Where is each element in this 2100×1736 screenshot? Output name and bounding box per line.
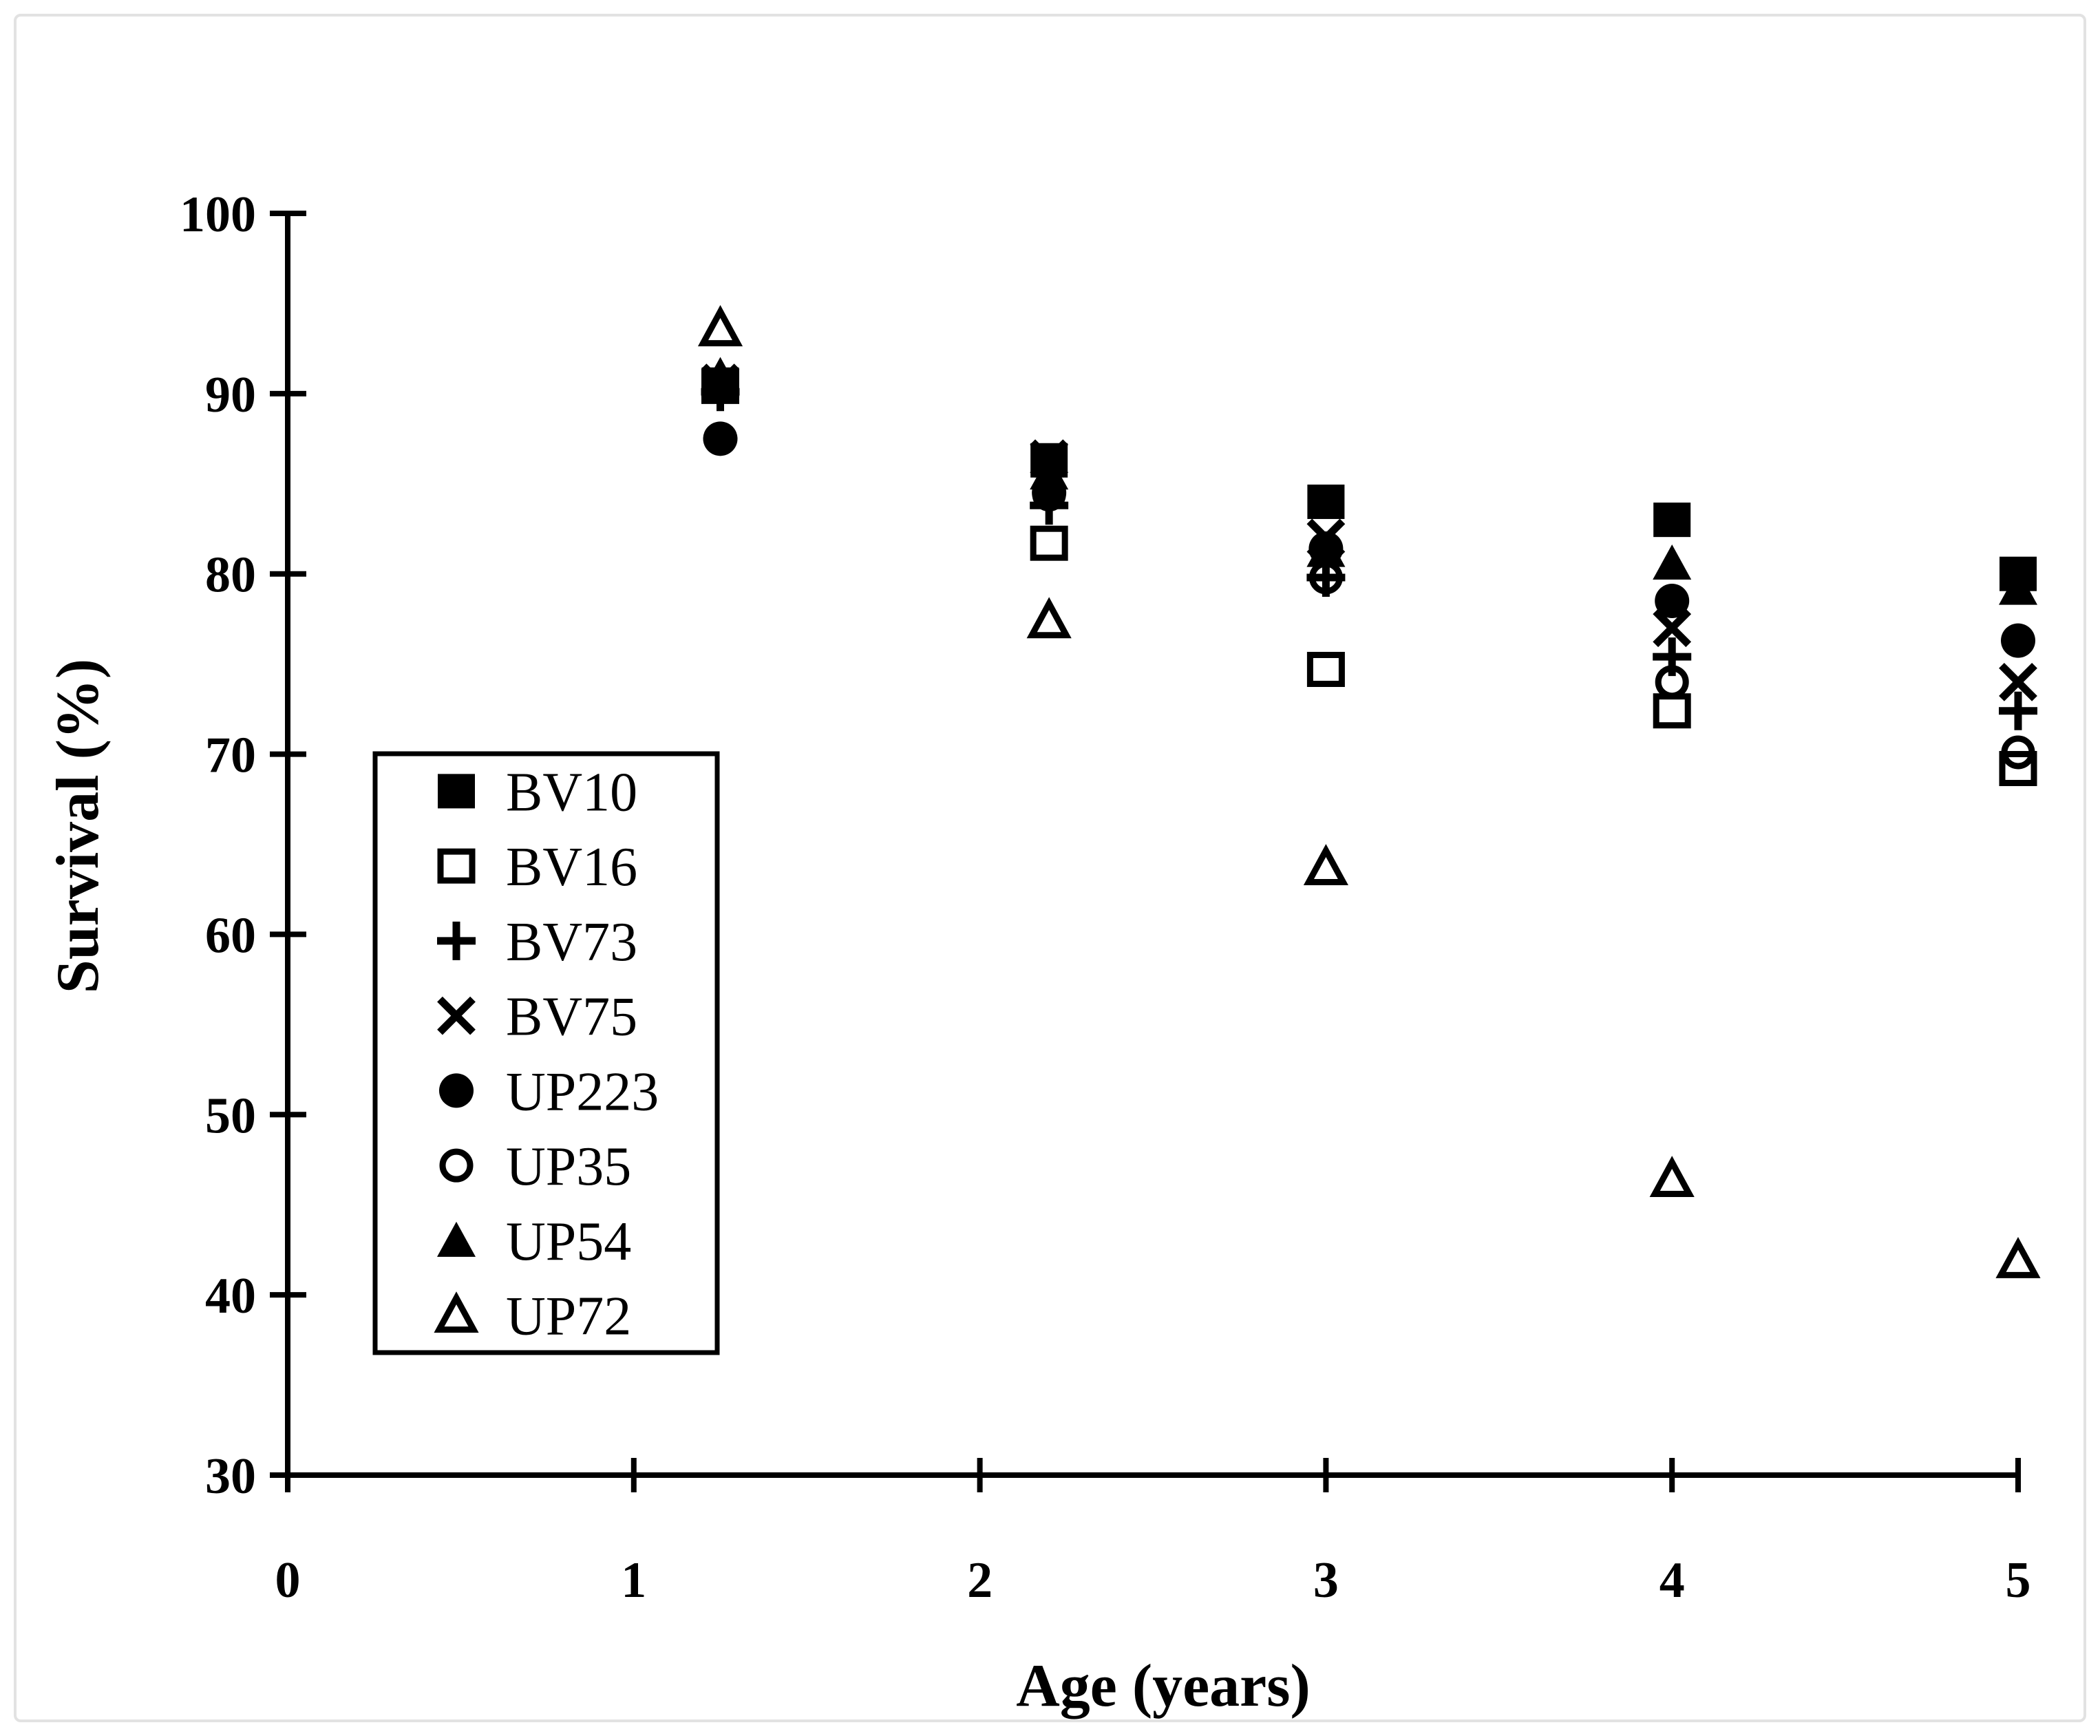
marker-up54 (1999, 569, 2037, 605)
marker-up223 (2001, 623, 2035, 658)
marker-layer (697, 305, 2041, 1278)
legend-label-bv10: BV10 (506, 762, 637, 823)
legend-label-up72: UP72 (506, 1287, 631, 1347)
legend-item: BV75 (437, 987, 637, 1048)
legend-marker-bv73 (437, 921, 476, 960)
legend-item: UP35 (439, 1136, 631, 1197)
legend-marker-up35 (439, 1148, 474, 1183)
marker-bv16 (1306, 651, 1345, 687)
legend-label-up223: UP223 (506, 1061, 659, 1122)
legend-marker-up54 (437, 1221, 476, 1257)
marker-bv16 (1999, 751, 2037, 787)
marker-bv75 (1653, 608, 1692, 648)
marker-up72 (1026, 597, 1072, 639)
x-axis-title: Age (years) (1016, 1653, 1311, 1719)
marker-up72 (1995, 1236, 2041, 1278)
y-tick-label: 90 (205, 367, 256, 423)
y-tick-label: 80 (205, 547, 256, 604)
legend-layer: BV10 BV16 BV73 BV75 UP223 UP35 UP54 UP72 (372, 751, 720, 1355)
legend-marker-bv75 (437, 996, 476, 1035)
marker-up54 (701, 357, 740, 392)
x-tick-label: 5 (2006, 1552, 2031, 1609)
marker-bv73 (1999, 691, 2037, 730)
legend-label-bv73: BV73 (506, 912, 637, 973)
y-tick-label: 50 (205, 1088, 256, 1144)
legend-item: BV73 (437, 912, 637, 973)
legend-item: UP223 (439, 1061, 659, 1122)
marker-up54 (1653, 544, 1692, 580)
x-tick-label: 1 (621, 1552, 646, 1609)
y-tick-label: 70 (205, 728, 256, 784)
legend-item: BV16 (437, 837, 637, 898)
x-tick-label: 4 (1659, 1552, 1685, 1609)
legend-label-up35: UP35 (506, 1136, 631, 1197)
legend-marker-up72 (434, 1291, 479, 1333)
marker-up72 (1649, 1156, 1695, 1198)
legend-item: BV10 (438, 762, 637, 823)
legend-marker-bv10 (438, 774, 475, 809)
y-tick-label: 30 (205, 1448, 256, 1505)
marker-up223 (1655, 583, 1690, 618)
marker-bv16 (1030, 525, 1068, 561)
legend-box (372, 751, 720, 1355)
x-tick-label: 0 (275, 1552, 301, 1609)
marker-bv16 (1653, 693, 1691, 729)
marker-up72 (1303, 844, 1348, 886)
marker-up35 (1655, 665, 1689, 699)
marker-bv75 (1999, 662, 2037, 701)
legend-item: UP72 (434, 1287, 631, 1347)
axes-layer: 30 40 50 60 70 80 90 100 0 1 2 3 4 5 (180, 187, 2031, 1609)
marker-up54 (1030, 454, 1069, 490)
marker-up54 (1306, 531, 1346, 567)
y-axis-title: Survival (%) (45, 659, 112, 993)
marker-up223 (703, 421, 738, 456)
marker-up35 (2001, 735, 2035, 770)
marker-up72 (697, 305, 743, 347)
marker-bv10 (1653, 502, 1691, 538)
y-tick-label: 60 (205, 907, 256, 964)
legend-label-bv16: BV16 (506, 837, 637, 898)
x-tick-label: 2 (967, 1552, 993, 1609)
marker-bv10 (1307, 484, 1345, 519)
y-tick-label: 100 (180, 187, 256, 243)
legend-label-bv75: BV75 (506, 987, 637, 1048)
y-tick-label: 40 (205, 1268, 256, 1324)
legend-marker-bv16 (437, 848, 476, 884)
legend-item: UP54 (437, 1211, 631, 1272)
x-tick-label: 3 (1313, 1552, 1339, 1609)
legend-marker-up223 (439, 1073, 474, 1108)
legend-label-up54: UP54 (506, 1211, 631, 1272)
